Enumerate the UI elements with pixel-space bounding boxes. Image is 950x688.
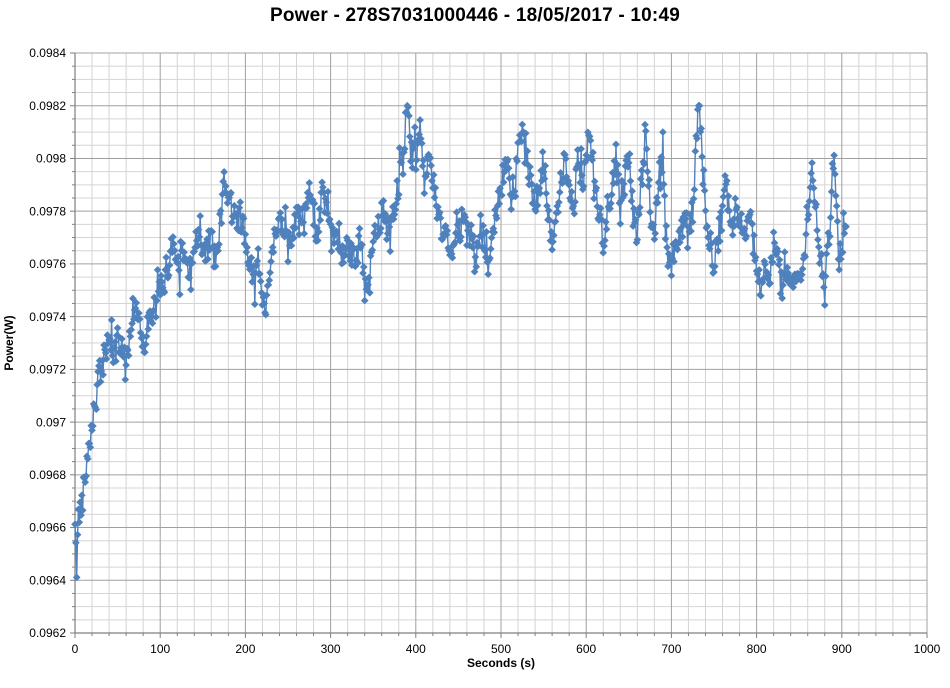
y-tick-label: 0.0974 bbox=[29, 310, 66, 324]
y-tick-label: 0.0972 bbox=[29, 363, 66, 377]
y-tick-label: 0.0982 bbox=[29, 99, 66, 113]
x-tick-label: 900 bbox=[832, 642, 852, 656]
x-tick-label: 200 bbox=[235, 642, 255, 656]
x-tick-label: 1000 bbox=[914, 642, 941, 656]
y-tick-label: 0.098 bbox=[36, 152, 66, 166]
chart-title: Power - 278S7031000446 - 18/05/2017 - 10… bbox=[269, 5, 680, 26]
x-tick-label: 500 bbox=[491, 642, 511, 656]
y-tick-label: 0.0976 bbox=[29, 257, 66, 271]
tick-marks bbox=[70, 52, 928, 638]
x-tick-label: 600 bbox=[576, 642, 596, 656]
x-tick-labels: 0 100 200 300 400 500 600 700 800 900 1000 bbox=[72, 642, 941, 656]
y-tick-label: 0.097 bbox=[36, 415, 66, 429]
y-tick-label: 0.0964 bbox=[29, 573, 66, 587]
y-tick-labels: 0.0984 0.0982 0.098 0.0978 0.0976 0.0974 0.097… bbox=[29, 46, 66, 640]
y-tick-label: 0.0984 bbox=[29, 46, 66, 60]
x-tick-label: 0 bbox=[72, 642, 79, 656]
series-line bbox=[74, 103, 847, 578]
x-tick-label: 400 bbox=[406, 642, 426, 656]
x-tick-label: 100 bbox=[150, 642, 170, 656]
x-tick-label: 700 bbox=[661, 642, 681, 656]
x-tick-label: 300 bbox=[321, 642, 341, 656]
y-tick-label: 0.0978 bbox=[29, 204, 66, 218]
x-axis-title: Seconds (s) bbox=[466, 656, 535, 670]
y-tick-label: 0.0966 bbox=[29, 521, 66, 535]
data-series bbox=[71, 101, 850, 582]
y-tick-label: 0.0962 bbox=[29, 626, 66, 640]
y-tick-label: 0.0968 bbox=[29, 468, 66, 482]
x-tick-label: 800 bbox=[747, 642, 767, 656]
series-markers bbox=[71, 101, 850, 582]
